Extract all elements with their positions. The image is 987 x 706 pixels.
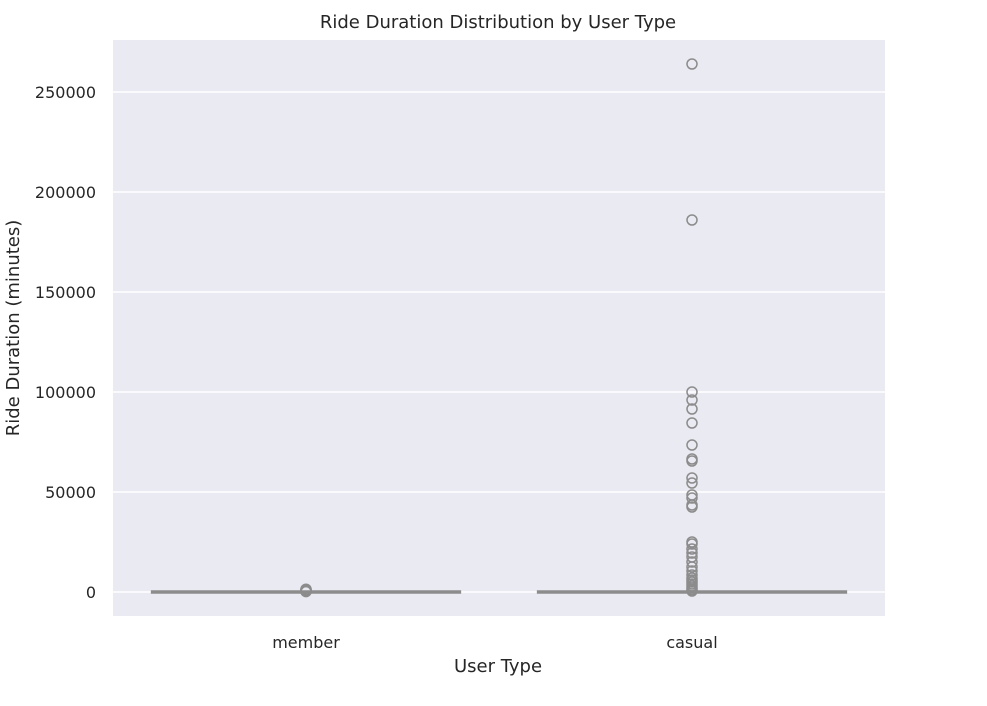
outlier-point [686,477,698,489]
outlier-point [300,583,312,595]
outlier-point [686,501,698,513]
outlier-point [686,569,698,581]
outlier-point [686,417,698,429]
outlier-point [686,561,698,573]
outlier-point [686,585,698,597]
outlier-point [686,394,698,406]
outlier-point [686,455,698,467]
chart-title: Ride Duration Distribution by User Type [320,12,676,33]
y-tick-label: 100000 [35,383,96,402]
outlier-point [686,538,698,550]
outlier-point [686,547,698,559]
outlier-point [686,543,698,555]
y-tick-label: 0 [86,583,96,602]
x-tick-label: member [272,633,340,652]
box-group-member [150,583,462,598]
plot-background [113,40,885,616]
outlier-point [686,565,698,577]
box-elements [150,58,848,598]
outlier-point [686,472,698,484]
outlier-point [686,386,698,398]
outlier-point [686,58,698,70]
x-tick-labels: member casual [272,633,717,652]
box-group-casual [536,58,848,597]
outlier-point [686,492,698,504]
outlier-point [686,403,698,415]
y-axis-label: Ride Duration (minutes) [3,220,24,437]
outlier-point [686,556,698,568]
x-tick-label: casual [666,633,717,652]
y-tick-label: 150000 [35,283,96,302]
y-tick-labels: 0 50000 100000 150000 200000 250000 [35,83,96,602]
y-tick-label: 250000 [35,83,96,102]
y-tick-label: 200000 [35,183,96,202]
y-tick-label: 50000 [45,483,96,502]
outlier-point [686,214,698,226]
outlier-point [686,439,698,451]
x-axis-label: User Type [454,656,542,677]
